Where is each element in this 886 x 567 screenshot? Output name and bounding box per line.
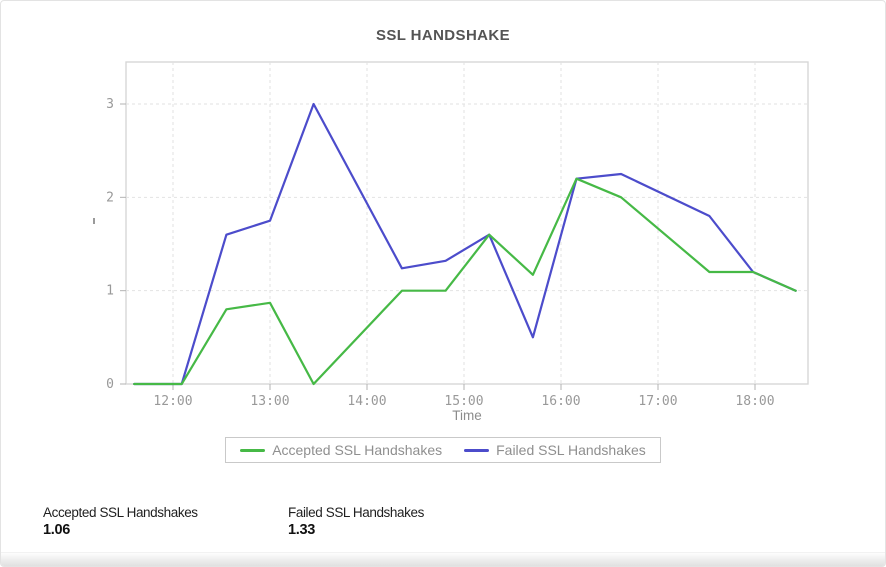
legend-item-accepted[interactable]: Accepted SSL Handshakes	[240, 442, 442, 458]
x-tick-label: 13:00	[250, 394, 289, 409]
ssl-handshake-line-chart: 0 1 2 3 12:00 13:00 14:00 15:00 16:00 17:00 18:00 T…	[106, 61, 809, 423]
plot-area-border	[125, 61, 809, 385]
y-axis-title-mark	[93, 218, 95, 224]
footer-bar	[1, 552, 885, 566]
chart-legend: Accepted SSL Handshakes Failed SSL Hands…	[1, 437, 885, 463]
accepted-series-swatch-icon	[240, 448, 266, 452]
summary-failed-label: Failed SSL Handshakes	[288, 505, 424, 520]
y-tick-label: 1	[106, 284, 114, 299]
x-tick-label: 17:00	[638, 394, 677, 409]
x-tick-label: 12:00	[153, 394, 192, 409]
summary-accepted: Accepted SSL Handshakes 1.06	[43, 504, 198, 539]
summary-failed-value: 1.33	[288, 522, 316, 538]
failed-series-swatch-icon	[464, 448, 490, 452]
legend-label-failed: Failed SSL Handshakes	[496, 442, 646, 458]
x-tick-label: 14:00	[347, 394, 386, 409]
x-tick-label: 15:00	[444, 394, 483, 409]
series-line-accepted	[133, 177, 797, 386]
summary-accepted-label: Accepted SSL Handshakes	[43, 505, 198, 520]
series-line-failed	[133, 102, 797, 386]
x-axis-title: Time	[452, 408, 482, 423]
y-tick-label: 2	[106, 190, 114, 205]
legend-item-failed[interactable]: Failed SSL Handshakes	[464, 442, 646, 458]
y-tick-label: 0	[106, 377, 114, 392]
x-tick-label: 18:00	[735, 394, 774, 409]
legend-label-accepted: Accepted SSL Handshakes	[272, 442, 443, 458]
y-tick-label: 3	[106, 97, 114, 112]
chart-title: SSL HANDSHAKE	[375, 27, 511, 44]
summary-section: Accepted SSL Handshakes 1.06 Failed SSL …	[1, 504, 885, 550]
x-tick-label: 16:00	[541, 394, 580, 409]
legend-box: Accepted SSL Handshakes Failed SSL Hands…	[225, 437, 661, 463]
summary-failed: Failed SSL Handshakes 1.33	[288, 504, 424, 539]
summary-accepted-value: 1.06	[43, 522, 71, 538]
